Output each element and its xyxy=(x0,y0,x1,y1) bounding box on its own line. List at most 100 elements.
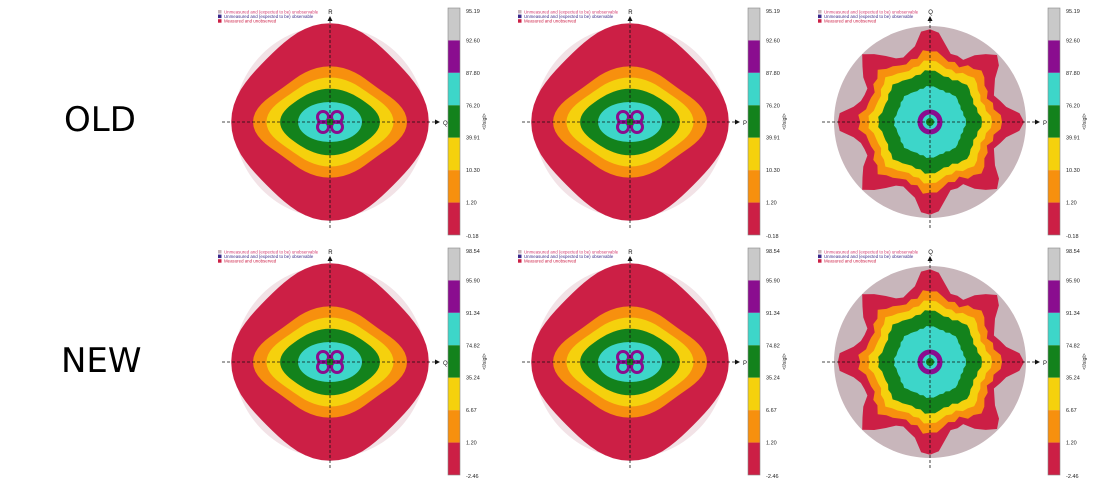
colorbar: 95.19 92.60 87.80 76.20 39.91 10.30 1.20 -0.18 <… xyxy=(1047,7,1088,240)
region-purple xyxy=(316,360,330,374)
colorbar-tick-label: 92.60 xyxy=(766,38,780,44)
colorbar-tick-label: -0.18 xyxy=(466,234,479,240)
legend-marker xyxy=(218,19,222,23)
completeness-plot-new-1: Unmeasured and (expected to be) unobserv… xyxy=(212,244,512,484)
colorbar-label: <I/sigI> xyxy=(482,353,488,369)
colorbar-tick-label: 1.20 xyxy=(766,441,777,447)
legend-entry: Unmeasured and (expected to be) observab… xyxy=(224,14,314,19)
colorbar-band xyxy=(448,345,460,378)
axis-arrow-right-icon xyxy=(1035,359,1040,365)
colorbar-tick-label: 87.80 xyxy=(766,71,780,77)
colorbar-frame xyxy=(447,247,461,476)
legend: Unmeasured and (expected to be) unobserv… xyxy=(818,9,919,24)
legend-marker xyxy=(218,14,222,19)
colorbar-tick-label: -2.46 xyxy=(1066,474,1079,480)
colorbar-tick-label: 1.20 xyxy=(1066,201,1077,207)
axes: PQ xyxy=(822,250,1047,468)
colorbar-tick-label: 95.19 xyxy=(466,9,480,15)
legend-entry: Measured and unobserved xyxy=(224,259,277,264)
colorbar-tick-label: 95.90 xyxy=(1066,278,1080,284)
axis-label-right: P xyxy=(743,121,747,127)
colorbar-tick-label: 74.82 xyxy=(766,343,780,349)
colorbar-band xyxy=(748,312,760,346)
colorbar-tick-label: 1.20 xyxy=(766,201,777,207)
colorbar-tick-label: -2.46 xyxy=(766,474,779,480)
legend-marker xyxy=(518,10,522,14)
axis-arrow-right-icon xyxy=(735,359,740,365)
legend-marker xyxy=(218,254,222,259)
colorbar-tick-label: 10.30 xyxy=(466,168,480,174)
colorbar-band xyxy=(1048,137,1060,171)
legend-entry: Measured and unobserved xyxy=(824,259,877,264)
plot-svg: Unmeasured and (expected to be) unobserv… xyxy=(818,247,1088,480)
colorbar-band xyxy=(1048,442,1060,475)
colorbar-tick-label: 35.24 xyxy=(766,376,780,382)
colorbar-tick-label: 76.20 xyxy=(1066,103,1080,109)
colorbar-tick-label: 76.20 xyxy=(766,103,780,109)
colorbar-frame xyxy=(447,7,461,236)
colorbar-band xyxy=(1048,345,1060,378)
colorbar-band xyxy=(748,377,760,411)
legend-entry: Measured and unobserved xyxy=(524,19,577,24)
plot-svg: Unmeasured and (expected to be) unobserv… xyxy=(518,7,788,240)
legend-marker xyxy=(818,10,822,14)
plot-svg: Unmeasured and (expected to be) unobserv… xyxy=(218,247,488,480)
colorbar-tick-label: 39.91 xyxy=(1066,136,1080,142)
axis-arrow-up-icon xyxy=(627,16,633,21)
legend-marker xyxy=(518,254,522,259)
colorbar-band xyxy=(448,312,460,346)
colorbar-tick-label: 35.24 xyxy=(1066,376,1080,382)
colorbar-tick-label: 1.20 xyxy=(466,201,477,207)
legend: Unmeasured and (expected to be) unobserv… xyxy=(218,249,319,264)
colorbar-tick-label: 10.30 xyxy=(766,168,780,174)
axes: PR xyxy=(522,10,747,228)
colorbar-band xyxy=(748,248,760,281)
row-label-new: NEW xyxy=(61,341,142,381)
colorbar-band xyxy=(1048,8,1060,41)
colorbar-tick-label: 6.67 xyxy=(466,408,477,414)
legend-entry: Measured and unobserved xyxy=(824,19,877,24)
colorbar-tick-label: -0.18 xyxy=(766,234,779,240)
colorbar: 98.54 95.90 91.34 74.82 35.24 6.67 1.20 -2.46 <I… xyxy=(447,247,488,480)
region-purple xyxy=(616,120,630,134)
colorbar-band xyxy=(748,410,760,443)
legend-entry: Unmeasured and (expected to be) unobserv… xyxy=(824,249,919,254)
legend-marker xyxy=(218,10,222,14)
colorbar-band xyxy=(748,202,760,235)
colorbar-band xyxy=(748,442,760,475)
legend-entry: Unmeasured and (expected to be) unobserv… xyxy=(524,9,619,14)
colorbar-label: <I/sigI> xyxy=(1082,113,1088,129)
axis-label-right: P xyxy=(1043,361,1047,367)
completeness-plot-new-3: Unmeasured and (expected to be) unobserv… xyxy=(812,244,1106,484)
colorbar-tick-label: 74.82 xyxy=(466,343,480,349)
axis-arrow-up-icon xyxy=(627,256,633,261)
region-purple xyxy=(330,360,344,374)
legend-entry: Unmeasured and (expected to be) unobserv… xyxy=(224,9,319,14)
axes: QR xyxy=(222,250,448,468)
axis-label-top: Q xyxy=(928,10,933,16)
axis-label-right: Q xyxy=(443,121,448,127)
colorbar-tick-label: 91.34 xyxy=(466,311,480,317)
colorbar-tick-label: 39.91 xyxy=(766,136,780,142)
colorbar-band xyxy=(1048,40,1060,73)
axes: PQ xyxy=(822,10,1047,228)
legend: Unmeasured and (expected to be) unobserv… xyxy=(518,249,619,264)
colorbar: 95.19 92.60 87.80 76.20 39.91 10.30 1.20 -0.18 <… xyxy=(447,7,488,240)
axis-arrow-right-icon xyxy=(435,119,440,125)
colorbar-frame xyxy=(1047,7,1061,236)
region-purple xyxy=(316,120,330,134)
colorbar-tick-label: 95.19 xyxy=(1066,9,1080,15)
completeness-plot-old-1: Unmeasured and (expected to be) unobserv… xyxy=(212,4,512,244)
colorbar-band xyxy=(448,442,460,475)
legend: Unmeasured and (expected to be) unobserv… xyxy=(518,9,619,24)
colorbar-band xyxy=(448,377,460,411)
colorbar-band xyxy=(748,137,760,171)
legend-marker xyxy=(518,14,522,19)
colorbar-tick-label: 6.67 xyxy=(766,408,777,414)
colorbar-band xyxy=(448,8,460,41)
axis-arrow-right-icon xyxy=(735,119,740,125)
colorbar-label: <I/sigI> xyxy=(482,113,488,129)
legend-entry: Unmeasured and (expected to be) unobserv… xyxy=(224,249,319,254)
colorbar-tick-label: 91.34 xyxy=(766,311,780,317)
colorbar-band xyxy=(1048,280,1060,313)
